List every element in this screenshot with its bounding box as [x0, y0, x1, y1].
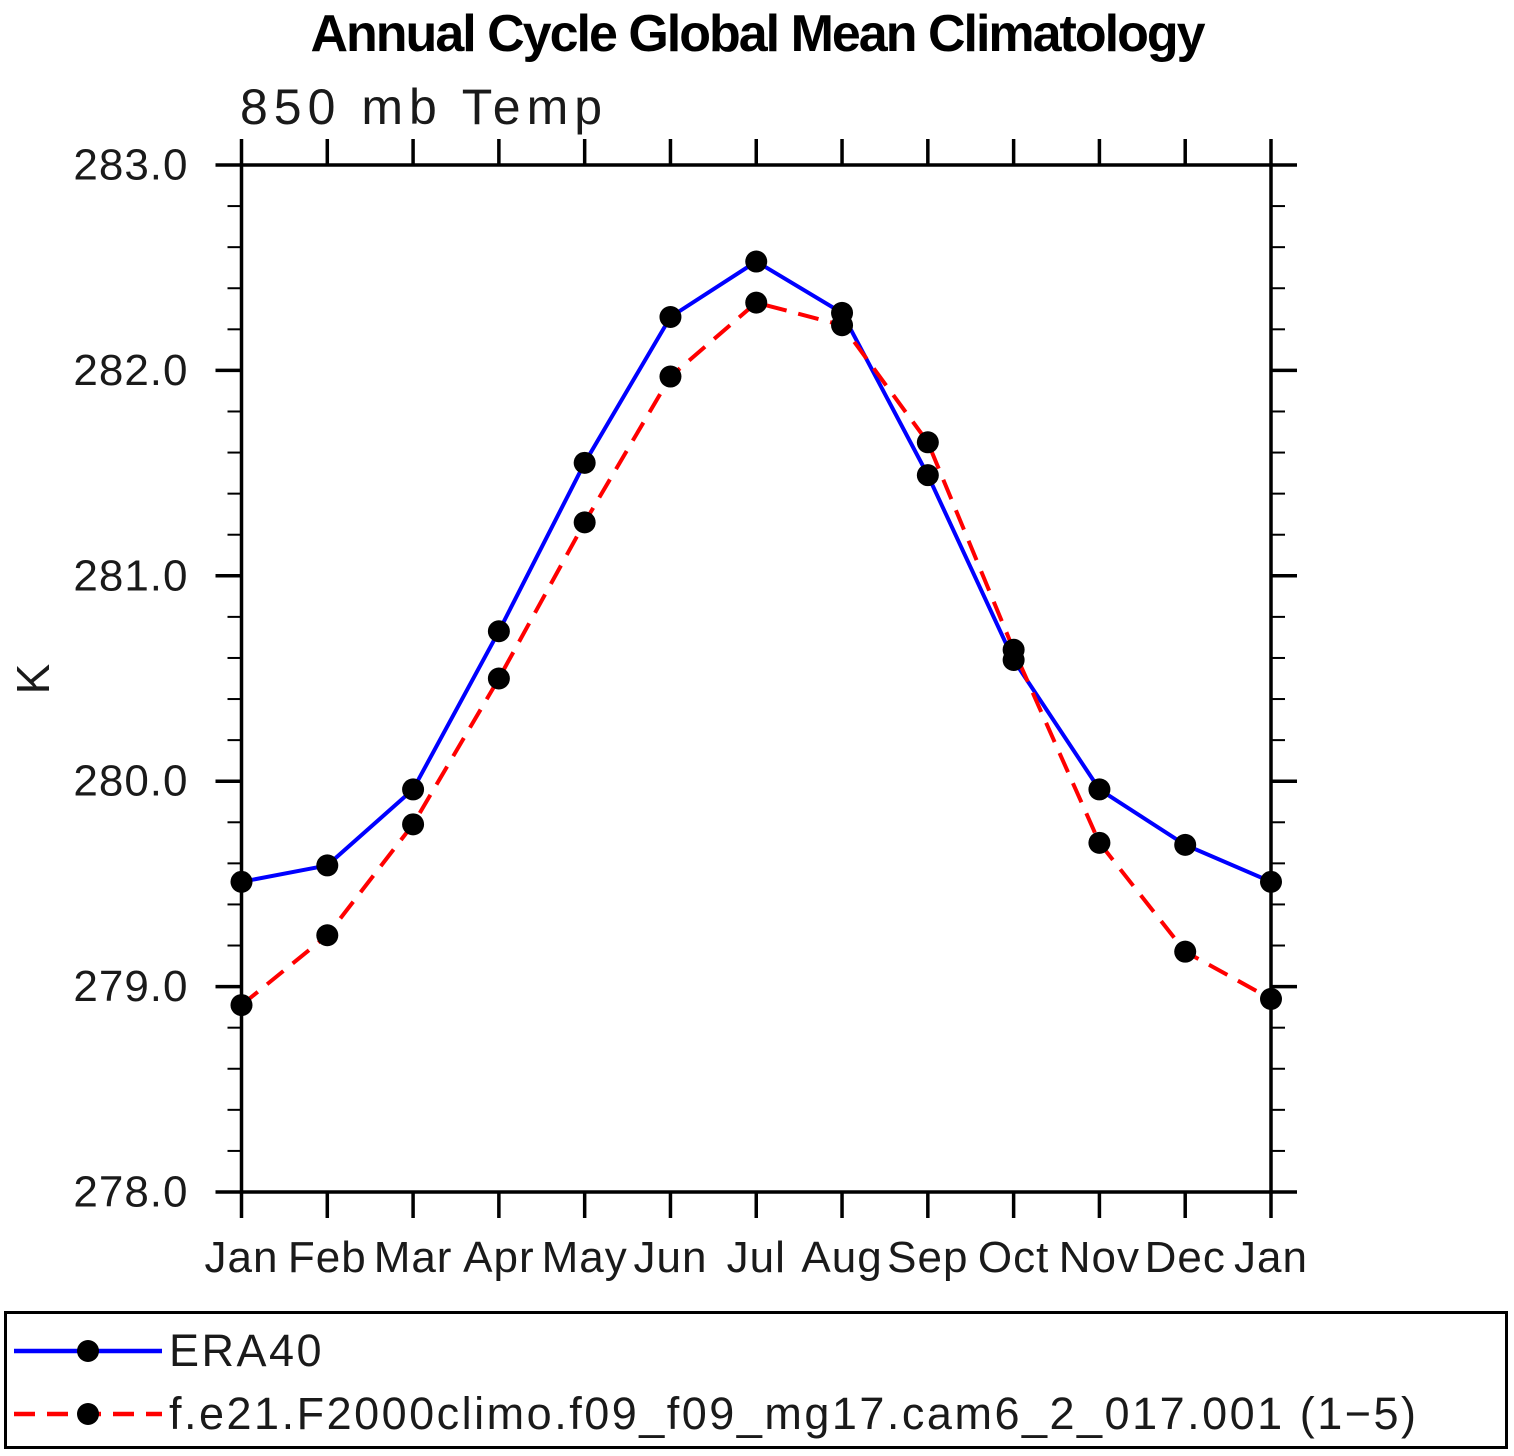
chart-subtitle: 850 mb Temp — [240, 79, 609, 135]
y-tick-label: 278.0 — [73, 1168, 188, 1217]
data-point — [1260, 870, 1282, 893]
y-tick-label: 279.0 — [73, 962, 188, 1011]
x-tick-label: Jan — [1234, 1233, 1308, 1282]
data-point — [1088, 778, 1111, 801]
y-tick-label: 281.0 — [73, 551, 188, 600]
x-tick-label: Mar — [374, 1233, 453, 1282]
x-tick-label: Nov — [1059, 1233, 1140, 1282]
data-point — [916, 464, 939, 487]
data-point — [487, 620, 510, 643]
data-point — [1260, 987, 1282, 1010]
data-point — [745, 250, 768, 273]
data-point — [230, 870, 253, 893]
data-point — [402, 778, 425, 801]
data-point — [831, 314, 854, 337]
chart-canvas: Jan Feb Mar Apr May Jun Jul Aug Sep Oct Nov Dec Jan2… — [73, 139, 1308, 1282]
legend-marker-dot — [77, 1403, 99, 1425]
legend-item-era40: ERA40 — [169, 1325, 325, 1376]
x-tick-label: Oct — [978, 1233, 1049, 1282]
data-point — [402, 813, 425, 836]
y-tick-label: 282.0 — [73, 346, 188, 395]
data-point — [573, 511, 596, 534]
y-tick-label: 280.0 — [73, 757, 188, 806]
data-point — [573, 451, 596, 474]
x-tick-label: Sep — [887, 1233, 968, 1282]
x-tick-label: Jun — [633, 1233, 707, 1282]
data-point — [1174, 833, 1197, 856]
data-point — [230, 994, 253, 1017]
legend-markers — [14, 1340, 162, 1425]
data-point — [1002, 638, 1025, 661]
x-tick-label: Apr — [463, 1233, 534, 1282]
data-point — [1088, 831, 1111, 854]
data-point — [316, 924, 339, 947]
data-point — [916, 431, 939, 454]
data-point — [745, 291, 768, 314]
x-tick-label: Aug — [801, 1233, 882, 1282]
series-line-1 — [240, 300, 1272, 1007]
legend-item-model: f.e21.F2000climo.f09_f09_mg17.cam6_2_017… — [169, 1388, 1419, 1439]
data-point — [659, 365, 682, 388]
data-point — [316, 854, 339, 877]
series-line-0 — [241, 259, 1272, 884]
chart-title: Annual Cycle Global Mean Climatology — [310, 5, 1205, 63]
x-tick-label: Jan — [205, 1233, 279, 1282]
y-tick-label: 283.0 — [73, 141, 188, 190]
x-tick-label: Dec — [1145, 1233, 1226, 1282]
data-point — [1174, 940, 1197, 963]
plot-border — [239, 163, 1273, 1194]
x-tick-label: Feb — [288, 1233, 367, 1282]
data-point — [487, 667, 510, 690]
legend: ERA40 f.e21.F2000climo.f09_f09_mg17.cam6… — [4, 1311, 1508, 1449]
data-point — [659, 305, 682, 328]
legend-marker-dot — [77, 1340, 99, 1362]
x-tick-label: Jul — [727, 1233, 786, 1282]
x-tick-label: May — [542, 1233, 628, 1282]
